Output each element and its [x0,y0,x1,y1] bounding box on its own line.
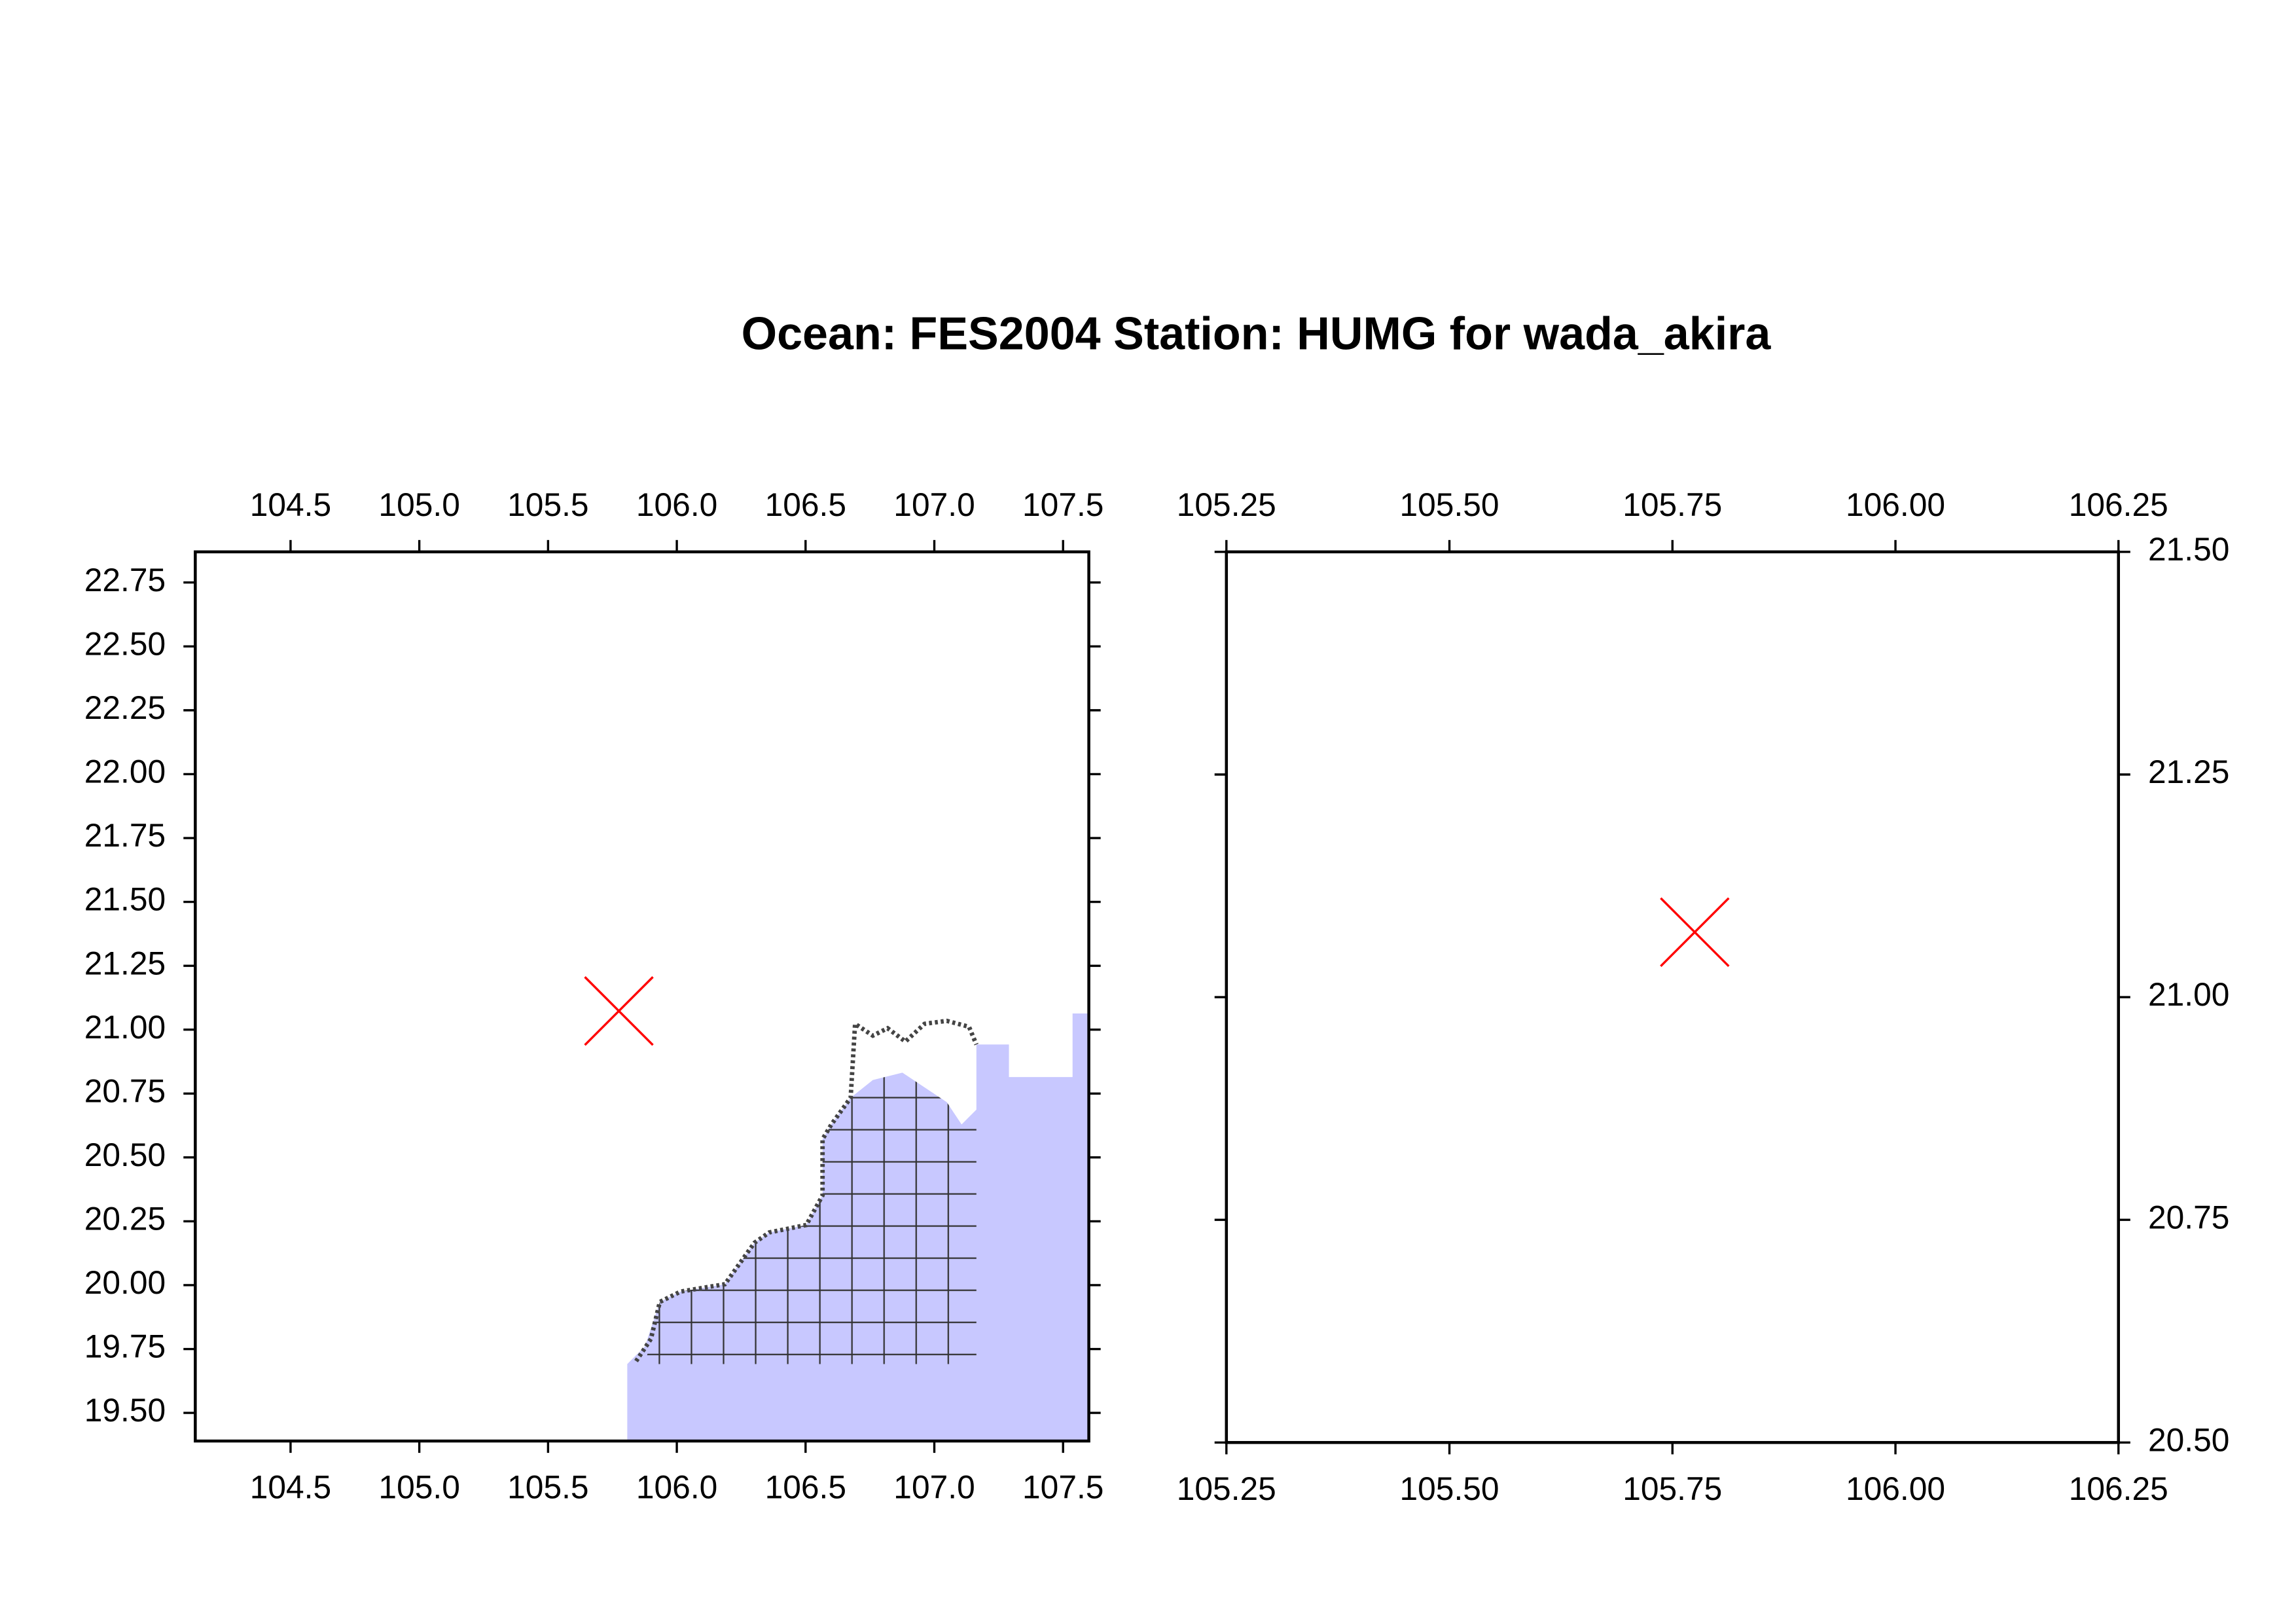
x-tick-label: 107.0 [893,486,975,523]
ocean-area [627,1013,1089,1442]
y-tick-label: 20.25 [84,1201,166,1237]
y-tick-label: 22.25 [84,689,166,726]
y-tick-label: 21.00 [2148,976,2229,1013]
x-tick-label: 104.5 [250,1469,331,1506]
x-tick-label: 105.25 [1177,486,1276,523]
y-tick-label: 20.50 [2148,1421,2229,1458]
x-tick-label: 105.0 [378,1469,459,1506]
x-tick-label: 107.0 [893,1469,975,1506]
x-tick-label: 105.75 [1623,486,1722,523]
y-tick-label: 21.50 [84,881,166,918]
x-tick-label: 107.5 [1022,486,1103,523]
y-tick-label: 19.75 [84,1328,166,1365]
x-tick-label: 105.50 [1399,1470,1499,1507]
y-tick-label: 21.75 [84,817,166,854]
x-tick-label: 106.5 [765,1469,846,1506]
x-tick-label: 105.5 [507,486,588,523]
y-tick-label: 20.00 [84,1264,166,1301]
x-tick-label: 106.25 [2069,1470,2168,1507]
y-tick-label: 19.50 [84,1392,166,1429]
x-tick-label: 105.0 [378,486,459,523]
x-tick-label: 106.00 [1846,1470,1945,1507]
map-frame [194,550,1090,1443]
y-tick-label: 22.00 [84,754,166,790]
x-tick-label: 105.5 [507,1469,588,1506]
y-tick-label: 22.75 [84,562,166,598]
model-grid [645,1072,977,1364]
y-tick-label: 21.25 [84,945,166,981]
figure-title: Ocean: FES2004 Station: HUMG for wada_ak… [742,308,1772,359]
y-tick-label: 21.00 [84,1009,166,1046]
x-tick-label: 106.00 [1846,486,1945,523]
coastline [634,1018,978,1362]
x-tick-label: 105.75 [1623,1470,1722,1507]
y-tick-label: 21.25 [2148,754,2229,790]
x-tick-label: 106.0 [636,1469,717,1506]
x-tick-label: 106.5 [765,486,846,523]
x-tick-label: 107.5 [1022,1469,1103,1506]
y-tick-label: 20.75 [2148,1199,2229,1235]
x-tick-label: 105.25 [1177,1470,1276,1507]
y-tick-label: 22.50 [84,625,166,662]
y-tick-label: 20.75 [84,1072,166,1109]
x-tick-label: 106.25 [2069,486,2168,523]
x-tick-label: 105.50 [1399,486,1499,523]
station-marker [1660,897,1730,967]
station-marker [584,976,654,1046]
y-tick-label: 21.50 [2148,531,2229,568]
y-tick-label: 20.50 [84,1137,166,1173]
x-tick-label: 106.0 [636,486,717,523]
x-tick-label: 104.5 [250,486,331,523]
